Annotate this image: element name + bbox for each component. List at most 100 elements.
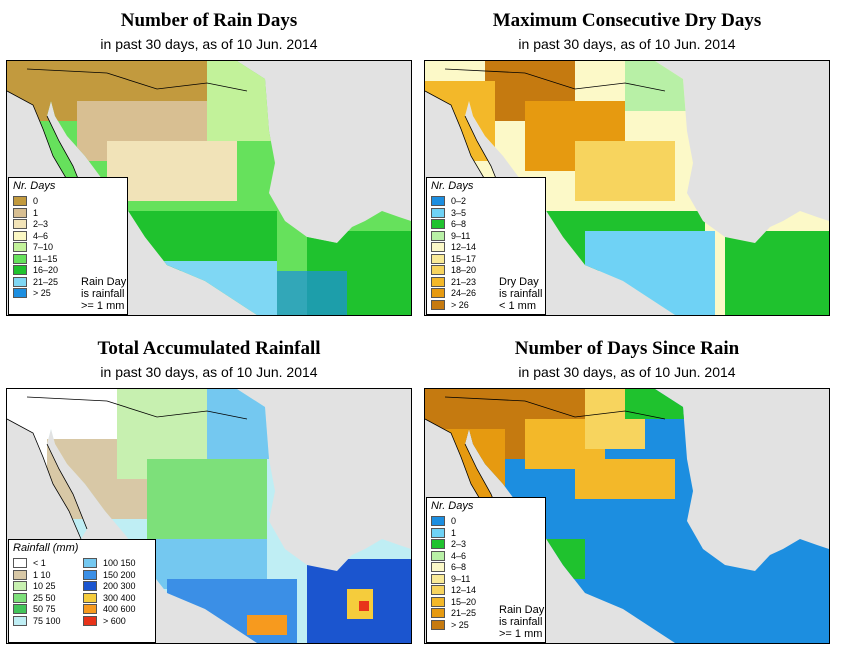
legend-label: 2–3 [451, 539, 467, 549]
legend-swatch [13, 219, 27, 229]
legend-swatch [13, 615, 27, 626]
note-line: is rainfall [499, 288, 543, 300]
legend-swatch [13, 558, 27, 568]
note-line: is rainfall [81, 288, 125, 300]
legend-swatch [431, 196, 445, 206]
legend-swatch [431, 527, 445, 538]
map-graphic [7, 61, 411, 315]
map-legend: Nr. Days 0 1 2–3 4–6 7–10 11–15 16–20 21–25 > 25… [8, 177, 128, 315]
legend-label: 150 200 [103, 569, 136, 580]
legend-label: > 25 [33, 288, 51, 298]
legend-label: 75 100 [33, 615, 61, 626]
map-legend: Nr. Days 0–2 3–5 6–8 9–11 12–14 15–17 18–20 21–… [426, 177, 546, 315]
legend-swatch [13, 581, 27, 591]
legend-label: 15–20 [451, 596, 477, 607]
legend-label: > 600 [103, 615, 126, 626]
map-graphic [425, 389, 829, 643]
legend-label: 18–20 [451, 265, 477, 275]
legend-swatch [431, 539, 445, 549]
legend-swatch [83, 581, 97, 591]
legend-swatch [431, 242, 445, 252]
panel-title: Number of Days Since Rain [514, 338, 740, 359]
note-line: is rainfall [499, 616, 543, 628]
map-days-since-rain[interactable]: Nr. Days 0 1 2–3 4–6 6–8 9–11 12–14 15–20 21–25 >… [424, 388, 830, 644]
legend-swatch [431, 516, 445, 526]
legend-swatch [431, 207, 445, 218]
legend-swatch [431, 619, 445, 630]
legend-label: 400 600 [103, 604, 136, 614]
map-graphic [425, 61, 829, 315]
legend-swatch [431, 276, 445, 287]
legend-swatch [13, 196, 27, 206]
legend-label: 4–6 [33, 230, 49, 241]
legend-swatch [431, 608, 445, 618]
legend-swatch [13, 242, 27, 252]
legend-label: 0 [33, 196, 39, 206]
legend-label: 4–6 [451, 550, 467, 561]
legend-label: 11–15 [33, 253, 58, 264]
panel-subtitle: in past 30 days, as of 10 Jun. 2014 [518, 364, 736, 380]
note-line: Rain Day [81, 276, 127, 288]
legend-label: 7–10 [33, 242, 54, 252]
legend-label: 1 10 [33, 569, 51, 580]
map-rain-days[interactable]: Nr. Days 0 1 2–3 4–6 7–10 11–15 16–20 21–25 > 25… [6, 60, 412, 316]
map-graphic [7, 389, 411, 643]
panel-rain-days: Number of Rain Days in past 30 days, as … [6, 0, 412, 318]
legend-title: Rainfall (mm) [13, 542, 79, 554]
legend-swatch [13, 230, 27, 241]
legend-label: 6–8 [451, 219, 467, 229]
legend-swatch [13, 569, 27, 580]
legend-swatch [13, 207, 27, 218]
legend-swatch [13, 253, 27, 264]
legend-title: Nr. Days [13, 180, 56, 192]
legend-label: 0–2 [451, 196, 467, 206]
legend-note: Rain Day is rainfall >= 1 mm [499, 604, 544, 640]
legend-title: Nr. Days [431, 500, 474, 512]
legend-label: 300 400 [103, 592, 136, 603]
legend-swatch [431, 253, 445, 264]
panel-dry-days: Maximum Consecutive Dry Days in past 30 … [424, 0, 830, 318]
legend-swatch [83, 592, 97, 603]
legend-swatch [83, 615, 97, 626]
map-legend: Nr. Days 0 1 2–3 4–6 6–8 9–11 12–14 15–20 21–25 >… [426, 497, 546, 643]
legend-label: 21–25 [451, 608, 477, 618]
legend-swatch [431, 288, 445, 298]
legend-swatch [431, 299, 445, 310]
legend-swatch [431, 573, 445, 584]
legend-label: 3–5 [451, 207, 467, 218]
legend-note: Dry Day is rainfall < 1 mm [499, 276, 542, 312]
legend-swatch [13, 265, 27, 275]
legend-note: Rain Day is rainfall >= 1 mm [81, 276, 126, 312]
legend-label: 16–20 [33, 265, 59, 275]
panel-title: Maximum Consecutive Dry Days [492, 10, 762, 31]
panel-subtitle: in past 30 days, as of 10 Jun. 2014 [100, 364, 318, 380]
legend-swatch [431, 585, 445, 595]
legend-label: > 26 [451, 299, 469, 310]
legend-swatch [83, 558, 97, 568]
legend-label: 50 75 [33, 604, 56, 614]
map-dry-days[interactable]: Nr. Days 0–2 3–5 6–8 9–11 12–14 15–17 18–20 21–… [424, 60, 830, 316]
legend-label: 2–3 [33, 219, 49, 229]
legend-label: 24–26 [451, 288, 477, 298]
legend-swatch [83, 569, 97, 580]
legend-swatch [431, 265, 445, 275]
legend-label: 12–14 [451, 242, 477, 252]
legend-label: 0 [451, 516, 457, 526]
legend-label: 100 150 [103, 558, 136, 568]
legend-label: 21–25 [33, 276, 59, 287]
note-line: < 1 mm [499, 300, 536, 312]
panel-subtitle: in past 30 days, as of 10 Jun. 2014 [100, 36, 318, 52]
panel-days-since-rain: Number of Days Since Rain in past 30 day… [424, 328, 830, 646]
legend-label: 21–23 [451, 276, 477, 287]
legend-label: > 25 [451, 619, 469, 630]
legend-label: 25 50 [33, 592, 56, 603]
legend-swatch [13, 276, 27, 287]
legend-swatch [13, 604, 27, 614]
legend-label: 6–8 [451, 562, 467, 572]
legend-label: 9–11 [451, 230, 471, 241]
legend-label: < 1 [33, 558, 46, 568]
legend-swatch [431, 550, 445, 561]
panel-title: Total Accumulated Rainfall [97, 338, 321, 359]
